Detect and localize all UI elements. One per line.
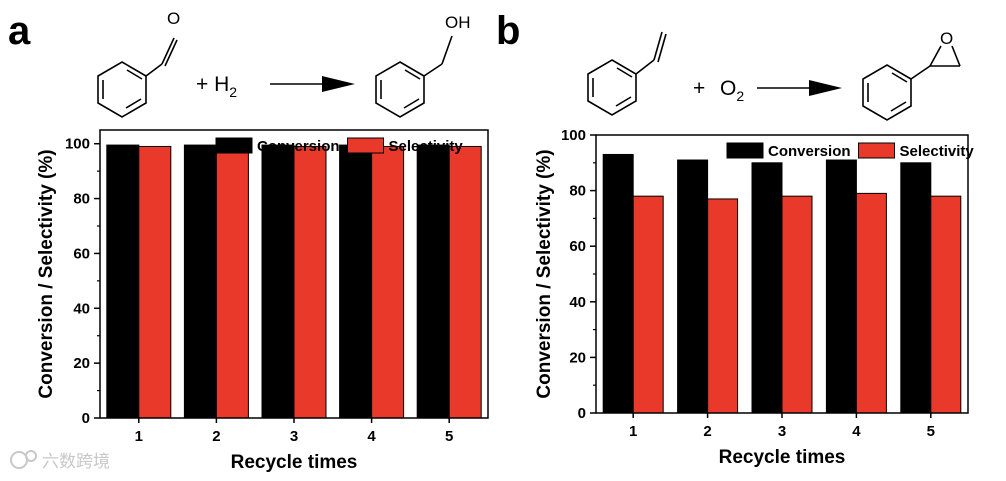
bar-conversion-2 — [183, 144, 217, 419]
y-tick-label: 60 — [73, 245, 90, 262]
hydroxyl-label: OH — [445, 13, 471, 32]
x-tick-label: 4 — [367, 428, 376, 445]
y-tick-label: 20 — [73, 355, 90, 372]
y-axis-label: Conversion / Selectivity (%) — [36, 149, 57, 398]
bar-conversion-5 — [900, 162, 932, 414]
y-tick-label: 20 — [569, 349, 586, 366]
bar-conversion-5 — [416, 144, 450, 419]
watermark-logo-icon — [10, 451, 28, 469]
y-axis-label: Conversion / Selectivity (%) — [534, 149, 555, 398]
y-tick-label: 100 — [561, 127, 586, 144]
panel-b-letter: b — [496, 9, 520, 53]
legend-label-conversion: Conversion — [257, 138, 340, 155]
bar-conversion-1 — [106, 144, 140, 419]
y-tick-label: 80 — [73, 191, 90, 208]
arrowhead-a — [322, 76, 355, 92]
bar-selectivity-3 — [781, 195, 813, 414]
bar-selectivity-1 — [138, 145, 172, 419]
bar-selectivity-3 — [293, 145, 327, 419]
y-tick-label: 0 — [82, 410, 90, 427]
bar-conversion-3 — [751, 162, 783, 414]
legend-label-selectivity: Selectivity — [900, 143, 975, 160]
bar-conversion-4 — [825, 159, 857, 414]
reaction-scheme-b — [587, 31, 961, 121]
arrowhead-b — [809, 80, 842, 96]
bar-conversion-2 — [677, 159, 709, 414]
y-tick-label: 60 — [569, 238, 586, 255]
y-tick-label: 100 — [65, 136, 90, 153]
legend-swatch-selectivity — [858, 142, 896, 159]
benzyl-alcohol-structure — [375, 35, 453, 118]
watermark-logo-icon-small — [25, 450, 37, 462]
watermark: 六数跨境 — [10, 450, 110, 471]
x-axis-label: Recycle times — [231, 452, 358, 473]
legend-swatch-conversion — [726, 142, 764, 159]
y-tick-label: 40 — [569, 294, 586, 311]
epoxide-oxygen-label: O — [940, 29, 953, 48]
x-tick-label: 1 — [135, 428, 143, 445]
bar-conversion-1 — [602, 153, 634, 414]
y-tick-label: 80 — [569, 183, 586, 200]
carbonyl-oxygen-label: O — [167, 9, 180, 28]
x-tick-label: 5 — [927, 423, 935, 440]
styrene-oxide-structure — [862, 45, 961, 121]
h2-reagent-label: + H2 — [196, 73, 237, 100]
reaction-scheme-a — [97, 35, 453, 118]
o2-reagent-label: O2 — [720, 77, 744, 104]
bar-selectivity-5 — [930, 195, 962, 414]
x-tick-label: 3 — [290, 428, 298, 445]
x-axis-label: Recycle times — [719, 447, 846, 468]
bar-selectivity-2 — [215, 145, 249, 419]
watermark-text: 六数跨境 — [42, 452, 110, 471]
legend-label-selectivity: Selectivity — [389, 138, 464, 155]
panel-a-letter: a — [8, 9, 31, 53]
legend-swatch-selectivity — [347, 137, 385, 154]
x-tick-label: 1 — [629, 423, 637, 440]
styrene-structure — [587, 31, 667, 116]
bar-selectivity-1 — [632, 195, 664, 414]
y-tick-label: 0 — [578, 405, 586, 422]
x-tick-label: 4 — [852, 423, 861, 440]
bar-conversion-3 — [261, 144, 295, 419]
x-tick-label: 5 — [445, 428, 453, 445]
chart-b: 1 2 3 4 5 0 20 40 60 80 100 Recycle times Conversion… — [534, 127, 974, 468]
x-tick-label: 3 — [778, 423, 786, 440]
x-tick-label: 2 — [212, 428, 220, 445]
benzaldehyde-structure — [97, 37, 178, 118]
chart-a: 1 2 3 4 5 0 20 40 60 80 100 Recycle times Conversion… — [36, 129, 489, 473]
plot-frame — [99, 129, 489, 419]
bar-selectivity-5 — [448, 145, 482, 419]
legend-label-conversion: Conversion — [768, 143, 851, 160]
x-tick-label: 2 — [703, 423, 711, 440]
bar-selectivity-2 — [707, 198, 739, 414]
bar-selectivity-4 — [855, 192, 887, 414]
legend-swatch-conversion — [215, 137, 253, 154]
y-tick-label: 40 — [73, 300, 90, 317]
bar-conversion-4 — [339, 144, 373, 419]
plus-sign-b: + — [693, 77, 705, 100]
bar-selectivity-4 — [371, 145, 405, 419]
